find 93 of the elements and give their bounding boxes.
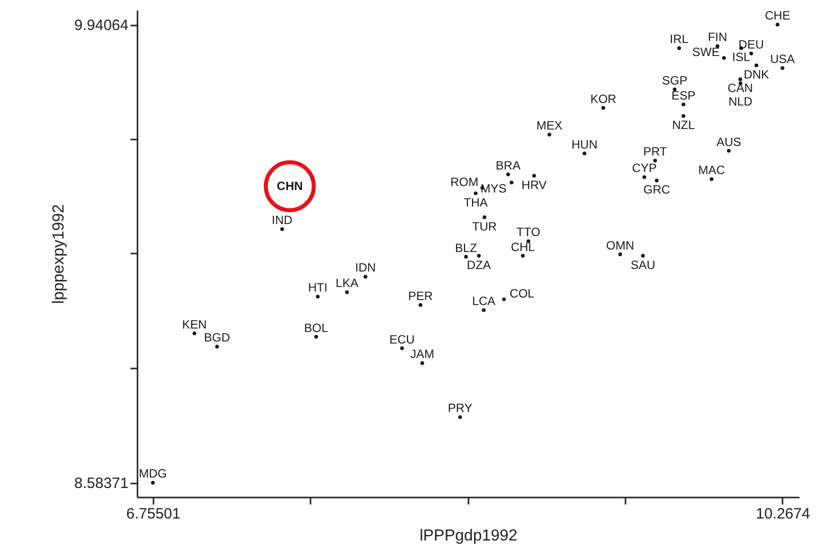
data-label: MDG: [138, 466, 167, 481]
point: [722, 56, 726, 60]
data-label: COL: [510, 286, 535, 300]
point: [364, 274, 368, 279]
point: [482, 308, 486, 312]
point: [653, 158, 657, 162]
data-label: NZL: [672, 118, 696, 132]
point: [532, 174, 536, 178]
point: [642, 175, 646, 179]
point: [682, 102, 686, 106]
point: [780, 66, 784, 70]
data-label: NLD: [728, 94, 753, 108]
data-label: SGP: [662, 73, 688, 88]
data-label: ROM: [450, 174, 478, 189]
data-label: ECU: [389, 332, 415, 346]
data-label: BRA: [496, 158, 520, 172]
point: [506, 172, 510, 176]
point: [738, 77, 742, 82]
x-tick-label: 10.2674: [756, 506, 810, 522]
point: [314, 334, 318, 339]
point: [710, 177, 714, 181]
point: [582, 152, 586, 156]
data-label: CAN: [728, 81, 753, 96]
data-label: TUR: [472, 219, 498, 234]
point: [682, 114, 686, 118]
point: [510, 180, 514, 184]
data-label: HUN: [571, 137, 598, 152]
point: [547, 132, 552, 136]
data-label: DZA: [466, 258, 491, 272]
data-label: ISL: [732, 50, 750, 64]
data-label: CHL: [510, 240, 536, 254]
data-label: IRL: [670, 32, 689, 46]
point: [482, 215, 486, 220]
data-label: OMN: [606, 238, 634, 252]
point: [520, 254, 525, 258]
point: [641, 254, 645, 258]
point: [458, 415, 462, 419]
point: [215, 344, 219, 348]
x-axis-title: lPPPgdp1992: [420, 528, 518, 544]
data-label: PRY: [448, 401, 472, 416]
point: [264, 160, 316, 212]
point: [477, 254, 481, 258]
point: [601, 106, 606, 110]
data-label: LCA: [472, 294, 496, 308]
point: [420, 361, 424, 365]
y-tick-label: 8.58371: [74, 475, 128, 492]
data-label: KEN: [182, 317, 207, 332]
data-label: MAC: [698, 163, 726, 178]
point: [502, 297, 506, 302]
data-label: THA: [464, 195, 488, 210]
point: [345, 290, 349, 294]
data-label: HRV: [522, 178, 547, 192]
data-label: USA: [770, 52, 795, 66]
point: [464, 254, 468, 259]
point: [754, 63, 758, 68]
data-label: TTO: [516, 225, 540, 240]
y-axis-title: lpppexpy1992: [50, 204, 68, 304]
data-label: BOL: [304, 320, 328, 335]
y-tick-label: 9.94064: [74, 17, 128, 34]
point: [192, 332, 196, 336]
data-label: DNK: [744, 67, 770, 82]
point: [654, 178, 659, 182]
data-label: KOR: [590, 92, 617, 106]
data-label: CYP: [632, 161, 657, 176]
data-label: GRC: [643, 182, 670, 196]
x-tick-label: 6.75501: [126, 506, 180, 522]
point: [150, 480, 155, 485]
data-label: FIN: [708, 30, 728, 44]
data-label: BGD: [204, 330, 230, 345]
point: [400, 346, 404, 350]
point: [677, 46, 682, 50]
data-label: MEX: [536, 118, 562, 133]
point: [418, 303, 422, 307]
point: [316, 294, 320, 298]
data-label: IND: [272, 213, 293, 228]
data-label: LKA: [336, 276, 358, 290]
point: [618, 252, 622, 256]
point: [280, 227, 284, 231]
data-label: BLZ: [455, 240, 478, 255]
data-label: CHN: [276, 179, 303, 194]
data-label: CHE: [764, 8, 790, 23]
data-label: HTI: [308, 280, 328, 295]
data-label: PER: [408, 289, 434, 304]
data-label: ESP: [671, 88, 696, 103]
point: [474, 191, 478, 196]
point: [726, 148, 731, 153]
data-label: SAU: [630, 258, 656, 272]
data-label: IDN: [355, 260, 376, 275]
data-label: JAM: [410, 347, 434, 362]
data-label: PRT: [643, 144, 668, 159]
data-label: AUS: [716, 134, 742, 149]
data-label: SWE: [692, 44, 720, 59]
point: [776, 22, 780, 27]
